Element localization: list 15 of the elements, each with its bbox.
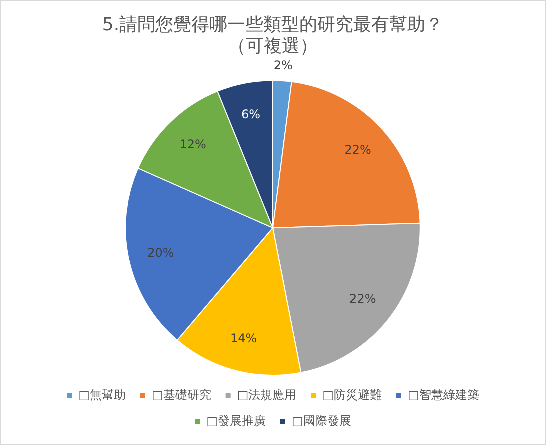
data-label: 12% bbox=[180, 138, 206, 152]
legend-label: □智慧綠建築 bbox=[408, 388, 480, 402]
data-label: 6% bbox=[242, 107, 261, 122]
data-label: 22% bbox=[350, 292, 376, 306]
data-label: 14% bbox=[230, 331, 258, 346]
legend-label: □國際發展 bbox=[292, 414, 352, 428]
chart-title: 5.請問您覺得哪一些類型的研究最有幫助？（可複選） bbox=[102, 14, 444, 58]
data-label: 2% bbox=[274, 58, 293, 72]
legend-label: □防災避難 bbox=[322, 388, 382, 402]
legend-label: □法規應用 bbox=[237, 388, 297, 402]
legend-label: □無幫助 bbox=[78, 388, 126, 402]
data-label: 20% bbox=[148, 246, 174, 260]
legend-label: □基礎研究 bbox=[152, 388, 212, 402]
data-label: 22% bbox=[344, 142, 372, 157]
legend-label: □發展推廣 bbox=[206, 414, 266, 428]
